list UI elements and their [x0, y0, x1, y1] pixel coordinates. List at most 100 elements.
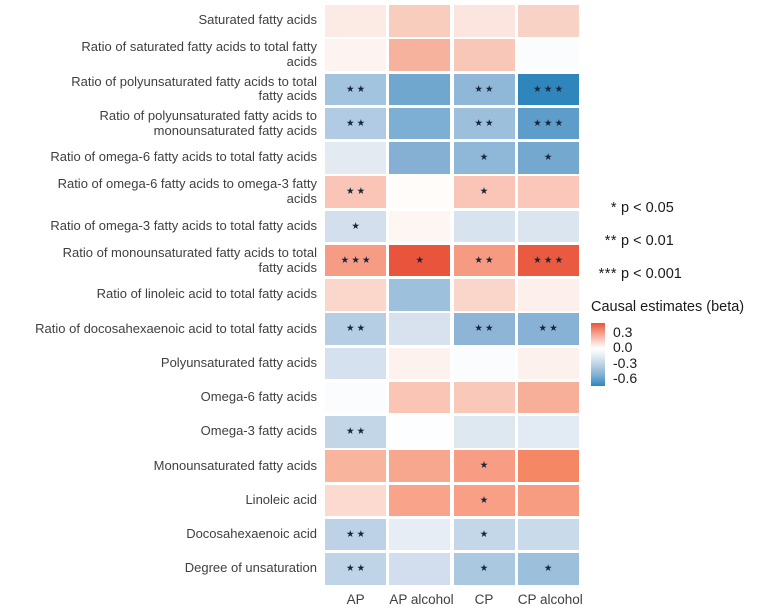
row-label: Ratio of polyunsaturated fatty acids to … [71, 73, 317, 104]
heatmap-cell: ★★ [517, 313, 579, 345]
heatmap-row: Ratio of docosahexaenoic acid to total f… [0, 313, 579, 345]
heatmap-row: Polyunsaturated fatty acids [0, 347, 579, 379]
heatmap-row: Ratio of monounsaturated fatty acids to … [0, 244, 579, 277]
significance-stars: ★★★ [533, 254, 566, 266]
row-label: Docosahexaenoic acid [186, 526, 317, 542]
heatmap-row: Linoleic acid ★ [0, 484, 579, 516]
row-label: Omega-6 fatty acids [200, 389, 317, 405]
heatmap-cell: ★ [517, 553, 579, 585]
heatmap-row: Ratio of omega-6 fatty acids to omega-3 … [0, 176, 579, 208]
significance-stars: ★★ [474, 254, 496, 266]
heatmap-row: Degree of unsaturation ★★ ★ ★ [0, 553, 579, 585]
heatmap-row: Ratio of polyunsaturated fatty acids to … [0, 107, 579, 140]
heatmap-cell [325, 39, 387, 71]
heatmap-cell: ★★ [325, 553, 387, 585]
significance-stars: ★ [479, 152, 491, 163]
significance-label: p < 0.001 [621, 266, 682, 282]
heatmap-cell [389, 73, 451, 105]
row-label: Linoleic acid [245, 491, 317, 507]
heatmap-cell [453, 416, 515, 448]
heatmap-cell [325, 279, 387, 311]
heatmap-cell: ★ [517, 142, 579, 174]
significance-stars: ★ [479, 494, 491, 506]
colorbar-gradient [591, 323, 605, 386]
significance-symbol: * [610, 200, 617, 216]
significance-stars: ★ [479, 528, 491, 540]
heatmap-cell [453, 347, 515, 379]
row-label: Monounsaturated fatty acids [153, 457, 317, 473]
colorbar-tick-label: 0.3 [613, 324, 633, 340]
heatmap-cell: ★ [389, 244, 451, 277]
x-axis-spacer [0, 592, 322, 607]
significance-stars: ★★ [345, 426, 368, 437]
heatmap-cell: ★★ [453, 73, 515, 105]
heatmap-cell [389, 553, 451, 585]
x-axis-label: AP alcohol [389, 592, 454, 607]
significance-stars: ★★ [345, 528, 368, 540]
significance-stars: ★★★ [533, 83, 566, 95]
heatmap-cell [453, 5, 515, 37]
heatmap-cell: ★ [453, 142, 515, 174]
heatmap-cell: ★★★ [517, 244, 579, 277]
heatmap-cell [389, 176, 451, 208]
row-label: Ratio of saturated fatty acids to total … [81, 39, 317, 69]
heatmap-cell [389, 381, 451, 414]
colorbar-tick-label: 0.0 [613, 339, 633, 356]
x-axis-label: CP [474, 592, 494, 607]
heatmap-cell: ★★ [325, 107, 387, 140]
heatmap-cell: ★ [453, 518, 515, 551]
colorbar-tick-labels: 0.3 0.0 -0.3 -0.6 [613, 323, 637, 387]
heatmap-cell [453, 279, 515, 311]
heatmap-row: Ratio of linoleic acid to total fatty ac… [0, 279, 579, 311]
row-label: Ratio of monounsaturated fatty acids to … [62, 244, 317, 275]
heatmap-cell: ★★ [325, 176, 387, 208]
heatmap-cell [389, 279, 451, 311]
heatmap-cell [389, 210, 451, 242]
significance-symbol: ** [604, 233, 617, 249]
significance-symbol: *** [598, 266, 617, 282]
heatmap-cell: ★★★ [325, 244, 387, 277]
heatmap-cell [517, 210, 579, 242]
colorbar-tick-label: -0.6 [613, 370, 638, 387]
heatmap-cell: ★ [453, 450, 515, 482]
significance-stars: ★ [479, 563, 491, 574]
row-label: Saturated fatty acids [198, 12, 317, 28]
heatmap-cell [517, 347, 579, 379]
heatmap-row: Saturated fatty acids [0, 5, 579, 37]
x-axis-label: CP alcohol [517, 592, 583, 607]
heatmap-cell [517, 279, 579, 311]
heatmap-cell [325, 142, 387, 174]
heatmap-cell: ★★ [325, 73, 387, 105]
heatmap-cell [517, 416, 579, 448]
heatmap-cell [389, 450, 451, 482]
heatmap-cell [389, 142, 451, 174]
heatmap-cell: ★★ [453, 107, 515, 140]
heatmap-cell [389, 5, 451, 37]
significance-stars: ★★ [474, 117, 496, 129]
heatmap-cell [517, 381, 579, 414]
significance-label: p < 0.05 [621, 200, 674, 216]
colorbar-title: Causal estimates (beta) [591, 299, 745, 315]
significance-stars: ★ [479, 460, 491, 472]
significance-stars: ★★ [345, 186, 368, 198]
significance-stars: ★★ [474, 83, 496, 95]
heatmap-cell: ★★ [453, 244, 515, 277]
significance-stars: ★★ [538, 323, 560, 335]
row-label: Degree of unsaturation [184, 560, 317, 576]
heatmap-cell [325, 450, 387, 482]
heatmap-cell [325, 484, 387, 516]
heatmap-cell [325, 381, 387, 414]
significance-stars: ★★ [345, 83, 368, 95]
legend: * p < 0.05 ** p < 0.01 *** p < 0.001 Causal e… [591, 200, 767, 387]
heatmap-cell [389, 313, 451, 345]
significance-stars: ★ [543, 563, 555, 574]
heatmap-cell: ★★ [325, 416, 387, 448]
row-label: Ratio of docosahexaenoic acid to total f… [35, 320, 317, 336]
heatmap-cell [517, 5, 579, 37]
significance-stars: ★★★ [340, 254, 373, 266]
heatmap-cell: ★ [325, 210, 387, 242]
heatmap-cell [389, 518, 451, 551]
heatmap-cell [517, 484, 579, 516]
heatmap-cell [389, 416, 451, 448]
